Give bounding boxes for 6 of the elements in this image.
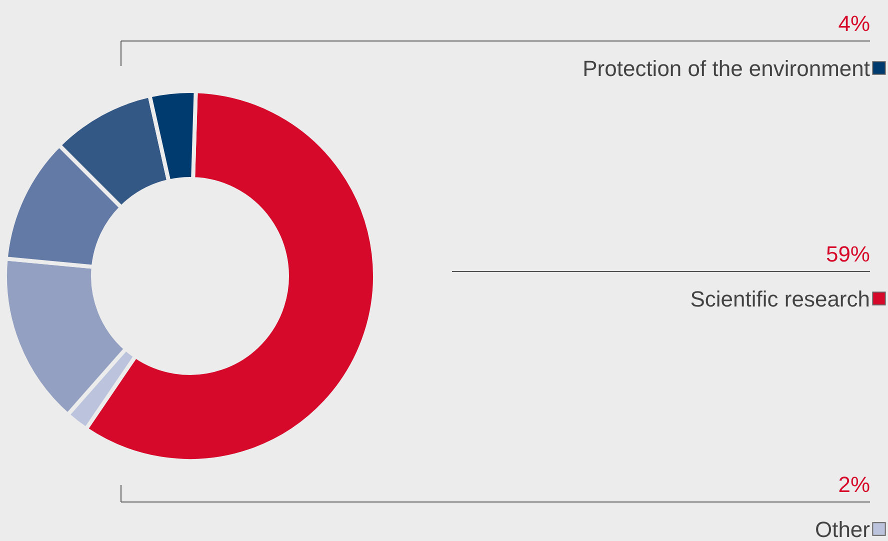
data-label: 4% [838,11,870,36]
legend-label: Other [814,517,870,541]
legend-label: Scientific research [690,286,870,312]
data-label: 2% [838,472,870,497]
legend-label: Protection of the environment [582,56,870,81]
data-label: 59% [826,242,870,266]
